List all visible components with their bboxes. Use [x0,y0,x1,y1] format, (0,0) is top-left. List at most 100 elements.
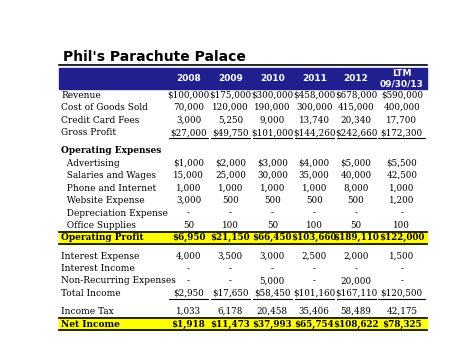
Text: -: - [355,264,357,273]
Text: 20,000: 20,000 [340,276,372,285]
Text: $4,000: $4,000 [299,159,330,168]
Text: LTM
09/30/13: LTM 09/30/13 [380,69,424,88]
Text: -: - [401,209,403,217]
Text: -: - [355,209,357,217]
Text: $21,150: $21,150 [210,234,250,242]
Text: $167,110: $167,110 [335,289,377,298]
Text: Non-Recurring Expenses: Non-Recurring Expenses [62,276,176,285]
Text: -: - [313,276,316,285]
Text: 58,489: 58,489 [341,307,372,316]
Text: 20,340: 20,340 [340,116,372,125]
Text: $5,500: $5,500 [386,159,417,168]
Text: Income Tax: Income Tax [62,307,114,316]
Text: -: - [313,264,316,273]
Text: 1,033: 1,033 [176,307,201,316]
Text: -: - [229,264,232,273]
Text: $65,754: $65,754 [294,319,334,329]
Text: Cost of Goods Sold: Cost of Goods Sold [62,103,148,112]
Text: 2012: 2012 [344,74,368,83]
Text: 13,740: 13,740 [299,116,330,125]
Text: 500: 500 [306,196,323,205]
Text: 500: 500 [222,196,239,205]
Text: -: - [187,264,190,273]
Text: Net Income: Net Income [62,319,120,329]
Text: 190,000: 190,000 [254,103,291,112]
Text: Phone and Internet: Phone and Internet [62,184,157,192]
Text: Advertising: Advertising [62,159,120,168]
Text: Credit Card Fees: Credit Card Fees [62,116,140,125]
Text: $120,500: $120,500 [381,289,423,298]
Text: 1,000: 1,000 [389,184,414,192]
Text: 4,000: 4,000 [176,252,201,261]
Text: -: - [401,276,403,285]
Text: $100,000: $100,000 [167,91,210,100]
Text: -: - [187,209,190,217]
Text: $27,000: $27,000 [170,128,207,137]
Text: 1,200: 1,200 [389,196,414,205]
Text: 2010: 2010 [260,74,285,83]
Text: Salaries and Wages: Salaries and Wages [62,171,156,180]
Text: $172,300: $172,300 [381,128,423,137]
Text: 3,500: 3,500 [218,252,243,261]
Text: 35,406: 35,406 [299,307,329,316]
Text: 100: 100 [306,221,323,230]
Text: 3,000: 3,000 [176,116,201,125]
Text: Operating Profit: Operating Profit [62,234,144,242]
Text: 2,500: 2,500 [301,252,327,261]
Text: Depreciation Expense: Depreciation Expense [62,209,168,217]
Text: -: - [271,264,274,273]
Text: $678,000: $678,000 [335,91,377,100]
Text: 5,250: 5,250 [218,116,243,125]
Text: $1,000: $1,000 [173,159,204,168]
Text: $6,950: $6,950 [172,234,205,242]
Text: -: - [187,276,190,285]
Text: $458,000: $458,000 [293,91,335,100]
Bar [59,318,427,330]
Text: 400,000: 400,000 [383,103,420,112]
Text: -: - [271,209,274,217]
Text: $101,160: $101,160 [293,289,335,298]
Text: Operating Expenses: Operating Expenses [62,146,162,155]
Text: 70,000: 70,000 [173,103,204,112]
Text: 2009: 2009 [218,74,243,83]
Text: 50: 50 [267,221,278,230]
Text: Gross Profit: Gross Profit [62,128,117,137]
Text: 1,500: 1,500 [389,252,414,261]
Text: 25,000: 25,000 [215,171,246,180]
Text: $17,650: $17,650 [212,289,249,298]
Text: $175,000: $175,000 [210,91,252,100]
Text: 9,000: 9,000 [260,116,285,125]
Text: $78,325: $78,325 [382,319,421,329]
Text: 2011: 2011 [302,74,327,83]
Text: 1,000: 1,000 [260,184,285,192]
Text: $590,000: $590,000 [381,91,423,100]
Text: 50: 50 [183,221,194,230]
Text: $242,660: $242,660 [335,128,377,137]
Text: 40,000: 40,000 [340,171,372,180]
Text: 30,000: 30,000 [257,171,288,180]
Text: $189,110: $189,110 [333,234,379,242]
Text: Revenue: Revenue [62,91,101,100]
Text: $2,000: $2,000 [215,159,246,168]
Text: 1,000: 1,000 [301,184,327,192]
Text: 6,178: 6,178 [218,307,243,316]
Text: $101,000: $101,000 [251,128,293,137]
Text: $2,950: $2,950 [173,289,204,298]
Text: $103,660: $103,660 [292,234,337,242]
Text: 20,458: 20,458 [257,307,288,316]
Text: Interest Expense: Interest Expense [62,252,140,261]
Text: 2,000: 2,000 [343,252,369,261]
Text: $3,000: $3,000 [257,159,288,168]
Text: 3,000: 3,000 [176,196,201,205]
Text: 3,000: 3,000 [260,252,285,261]
Text: 8,000: 8,000 [343,184,369,192]
Text: 500: 500 [264,196,281,205]
Bar [59,68,427,89]
Text: -: - [229,209,232,217]
Text: Office Supplies: Office Supplies [62,221,137,230]
Text: 500: 500 [348,196,365,205]
Text: 42,500: 42,500 [386,171,417,180]
Text: 15,000: 15,000 [173,171,204,180]
Text: 1,000: 1,000 [218,184,243,192]
Text: $37,993: $37,993 [253,319,292,329]
